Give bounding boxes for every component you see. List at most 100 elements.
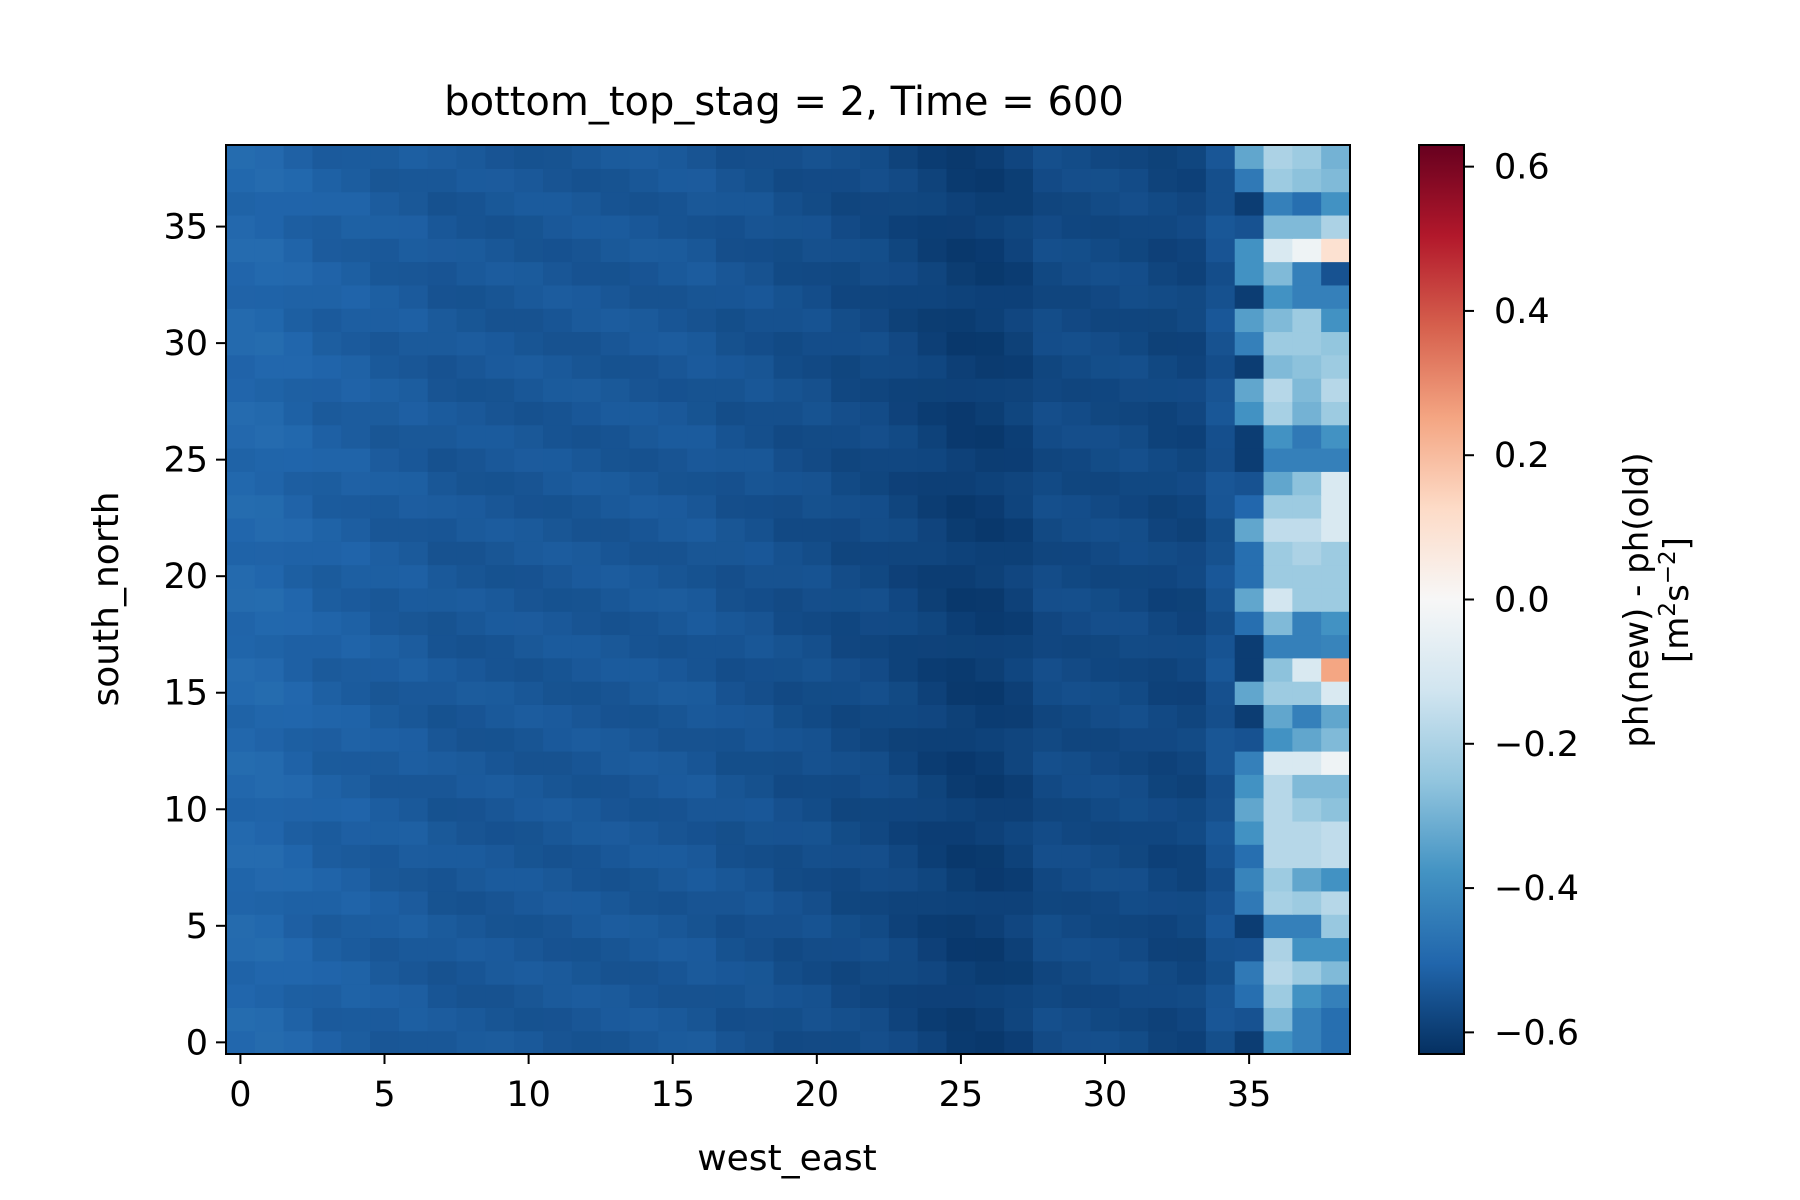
- heatmap-cell: [1090, 1007, 1121, 1032]
- heatmap-cell: [254, 587, 285, 612]
- heatmap-cell: [687, 261, 717, 286]
- heatmap-cell: [312, 401, 342, 426]
- heatmap-cell: [1205, 401, 1236, 426]
- heatmap-cell: [1177, 751, 1207, 775]
- heatmap-cell: [283, 820, 314, 845]
- heatmap-cell: [687, 634, 717, 659]
- heatmap-cell: [744, 401, 775, 426]
- heatmap-cell: [456, 984, 486, 1008]
- heatmap-cell: [1004, 914, 1034, 939]
- heatmap-cell: [514, 727, 544, 752]
- heatmap-cell: [398, 611, 429, 636]
- heatmap-cell: [514, 657, 544, 682]
- heatmap-cell: [1119, 1030, 1149, 1055]
- heatmap-cell: [427, 517, 458, 542]
- heatmap-cell: [1205, 634, 1236, 659]
- heatmap-cell: [946, 914, 976, 939]
- heatmap-cell: [456, 634, 486, 659]
- heatmap-cell: [1032, 331, 1063, 356]
- heatmap-cell: [917, 984, 948, 1008]
- heatmap-cell: [600, 541, 631, 566]
- heatmap-cell: [283, 1030, 314, 1055]
- heatmap-cell: [398, 681, 429, 705]
- heatmap-cell: [715, 471, 746, 496]
- heatmap-cell: [514, 587, 544, 612]
- heatmap-cell: [1090, 494, 1121, 519]
- heatmap-cell: [1090, 354, 1121, 379]
- heatmap-cell: [658, 541, 688, 566]
- heatmap-cell: [226, 261, 256, 286]
- heatmap-cell: [917, 564, 948, 589]
- heatmap-cell: [1090, 751, 1121, 775]
- heatmap-cell: [398, 284, 429, 309]
- heatmap-cell: [1321, 261, 1351, 286]
- heatmap-cell: [1061, 401, 1092, 426]
- heatmap-cell: [629, 867, 659, 892]
- heatmap-cell: [370, 238, 400, 263]
- heatmap-cell: [456, 448, 486, 472]
- heatmap-cell: [427, 541, 458, 566]
- heatmap-cell: [946, 517, 976, 542]
- heatmap-cell: [715, 1030, 746, 1055]
- heatmap-cell: [427, 191, 458, 216]
- heatmap-cell: [312, 867, 342, 892]
- heatmap-cell: [1205, 587, 1236, 612]
- heatmap-cell: [715, 191, 746, 216]
- heatmap-cell: [254, 168, 285, 193]
- heatmap-cell: [398, 401, 429, 426]
- heatmap-cell: [226, 145, 256, 169]
- heatmap-cell: [312, 214, 342, 239]
- heatmap-cell: [370, 797, 400, 822]
- heatmap-cell: [283, 214, 314, 239]
- heatmap-cell: [744, 238, 775, 263]
- heatmap-cell: [975, 378, 1005, 402]
- heatmap-cell: [456, 1007, 486, 1032]
- heatmap-cell: [571, 657, 602, 682]
- heatmap-cell: [917, 867, 948, 892]
- heatmap-cell: [1263, 401, 1293, 426]
- heatmap-cell: [1263, 471, 1293, 496]
- heatmap-cell: [427, 448, 458, 472]
- heatmap-cell: [341, 611, 371, 636]
- heatmap-cell: [283, 914, 314, 939]
- heatmap-cell: [888, 634, 919, 659]
- heatmap-cell: [744, 937, 775, 962]
- heatmap-cell: [1321, 611, 1351, 636]
- heatmap-cell: [715, 308, 746, 333]
- heatmap-cell: [571, 820, 602, 845]
- heatmap-cell: [1061, 494, 1092, 519]
- heatmap-cell: [1148, 751, 1178, 775]
- heatmap-cell: [427, 424, 458, 449]
- heatmap-cell: [1004, 168, 1034, 193]
- heatmap-cell: [254, 448, 285, 472]
- heatmap-cell: [1177, 984, 1207, 1008]
- heatmap-cell: [888, 308, 919, 333]
- heatmap-cell: [1061, 541, 1092, 566]
- heatmap-cell: [514, 261, 544, 286]
- heatmap-cell: [1234, 564, 1265, 589]
- heatmap-cell: [456, 331, 486, 356]
- heatmap-cell: [283, 448, 314, 472]
- heatmap-cell: [398, 797, 429, 822]
- colorbar-tick-label: 0.6: [1494, 148, 1550, 188]
- heatmap-cell: [226, 820, 256, 845]
- colorbar-tick-label: −0.4: [1494, 869, 1579, 909]
- heatmap-cell: [1119, 378, 1149, 402]
- heatmap-cell: [514, 890, 544, 915]
- heatmap-cell: [600, 331, 631, 356]
- heatmap-cell: [571, 681, 602, 705]
- heatmap-cell: [398, 308, 429, 333]
- heatmap-cell: [571, 214, 602, 239]
- heatmap-cell: [1292, 284, 1322, 309]
- heatmap-cell: [543, 844, 573, 869]
- heatmap-cell: [744, 191, 775, 216]
- heatmap-cell: [514, 634, 544, 659]
- heatmap-cell: [456, 797, 486, 822]
- heatmap-cell: [1292, 401, 1322, 426]
- heatmap-cell: [571, 448, 602, 472]
- heatmap-cell: [312, 797, 342, 822]
- heatmap-cell: [975, 774, 1005, 799]
- heatmap-cell: [485, 1007, 515, 1032]
- heatmap-cell: [312, 517, 342, 542]
